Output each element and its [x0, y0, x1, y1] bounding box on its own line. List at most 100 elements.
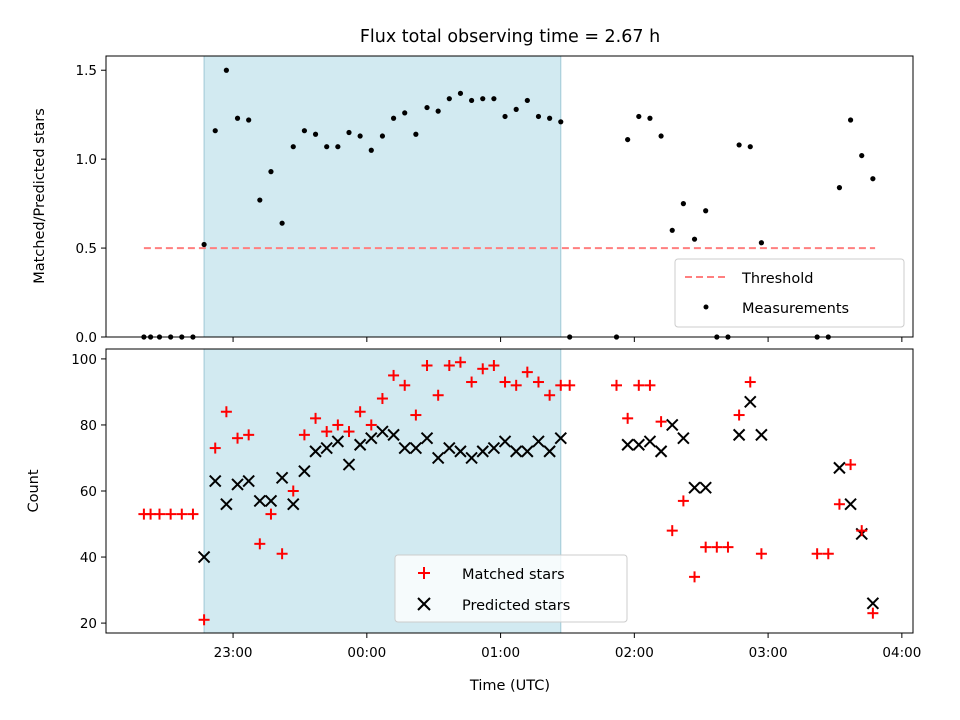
predicted-star-point [376, 425, 389, 438]
matched-star-point [477, 363, 489, 375]
top-axes: 0.0 0.5 1.0 1.5 Matched/Predicted stars Thr… [32, 55, 914, 346]
matched-star-point [466, 376, 478, 388]
measurement-point [680, 201, 686, 207]
legend-matched-label: Matched stars [462, 567, 565, 583]
x-tick-label: 00:00 [347, 645, 386, 661]
predicted-star-point [231, 478, 244, 491]
predicted-star-point [465, 451, 478, 465]
predicted-star-point [320, 441, 333, 455]
predicted-star-point [197, 550, 211, 564]
matched-star-point [220, 406, 232, 418]
matched-star-point [276, 548, 288, 560]
matched-star-point [354, 406, 366, 418]
x-tick-label: 04:00 [882, 645, 921, 661]
matched-star-point [343, 426, 355, 438]
predicted-star-point [420, 431, 434, 445]
measurement-point [290, 144, 296, 150]
predicted-star-point [342, 458, 356, 471]
predicted-star-point [287, 498, 300, 511]
matched-star-point [689, 571, 701, 583]
measurement-point [390, 115, 397, 121]
matched-star-point [187, 508, 199, 520]
matched-star-point [499, 376, 511, 388]
measurement-point [636, 113, 642, 120]
measurement-point [547, 115, 553, 121]
predicted-star-point [755, 428, 768, 442]
matched-star-point [622, 412, 634, 424]
top-y-tick-label: 1.0 [76, 152, 97, 168]
matched-star-point [410, 409, 422, 421]
matched-star-point [243, 429, 255, 441]
bottom-y-tick-label: 100 [71, 352, 97, 368]
matched-star-point [521, 366, 533, 378]
matched-star-point [677, 495, 689, 507]
matched-star-point [254, 538, 266, 550]
legend-threshold-label: Threshold [741, 271, 813, 287]
matched-star-point [198, 614, 210, 626]
measurement-point [346, 129, 352, 136]
measurement-point [312, 131, 319, 137]
measurement-point [424, 104, 430, 111]
predicted-star-point [353, 438, 367, 451]
matched-star-point [532, 376, 544, 388]
top-y-axis-label: Matched/Predicted stars [32, 108, 48, 284]
measurement-point [402, 110, 408, 116]
matched-star-point [376, 393, 388, 405]
matched-star-point [722, 541, 734, 553]
matched-star-point [321, 426, 333, 438]
legend-matched-swatch [418, 567, 430, 579]
matched-star-point [388, 369, 400, 381]
predicted-star-point [365, 431, 378, 445]
matched-star-point [154, 508, 166, 520]
predicted-star-point [554, 431, 567, 445]
measurement-point [870, 176, 876, 182]
measurement-point [234, 115, 241, 121]
top-legend-box [674, 258, 905, 328]
matched-star-point [454, 356, 466, 368]
matched-star-point [867, 607, 879, 619]
x-tick-label: 02:00 [615, 645, 654, 661]
measurement-point [435, 108, 441, 114]
matched-star-point [510, 379, 522, 391]
matched-star-point [265, 508, 277, 520]
predicted-star-point [487, 441, 501, 455]
top-x-ticks [232, 337, 903, 342]
matched-star-point [700, 541, 712, 553]
bottom-x-ticks: 23:00 00:00 01:00 02:00 03:00 04:00 [214, 633, 921, 661]
predicted-star-point [688, 481, 701, 494]
matched-star-point [365, 419, 377, 431]
predicted-star-point [509, 445, 523, 458]
predicted-star-point [298, 464, 311, 478]
predicted-star-point [309, 445, 322, 458]
measurement-point [625, 136, 631, 143]
top-y-tick-label: 0.0 [76, 330, 97, 346]
predicted-star-point [532, 435, 545, 448]
measurement-point [223, 67, 229, 73]
measurement-point [368, 147, 374, 153]
measurement-point [513, 106, 519, 112]
matched-star-point [833, 498, 845, 510]
matched-star-point [310, 412, 322, 424]
measurement-point [413, 131, 419, 137]
predicted-star-point [409, 441, 423, 455]
matched-star-point [287, 485, 299, 497]
predicted-star-point [398, 441, 411, 455]
predicted-star-point [654, 445, 668, 458]
matched-star-point [443, 360, 455, 372]
legend-predicted-label: Predicted stars [462, 598, 570, 614]
matched-star-point [176, 508, 188, 520]
predicted-star-point [744, 395, 757, 409]
matched-star-point [744, 376, 756, 388]
matched-star-point [811, 548, 823, 560]
matched-star-point [209, 442, 221, 454]
measurement-point [301, 128, 308, 134]
predicted-star-point [521, 445, 534, 458]
measurement-point [201, 241, 207, 248]
matched-star-point [733, 409, 745, 421]
predicted-star-point [209, 474, 222, 488]
measurement-point [324, 144, 330, 150]
predicted-star-point [242, 474, 255, 488]
predicted-star-point [677, 431, 690, 445]
predicted-star-point [844, 498, 857, 511]
matched-star-point [332, 419, 344, 431]
